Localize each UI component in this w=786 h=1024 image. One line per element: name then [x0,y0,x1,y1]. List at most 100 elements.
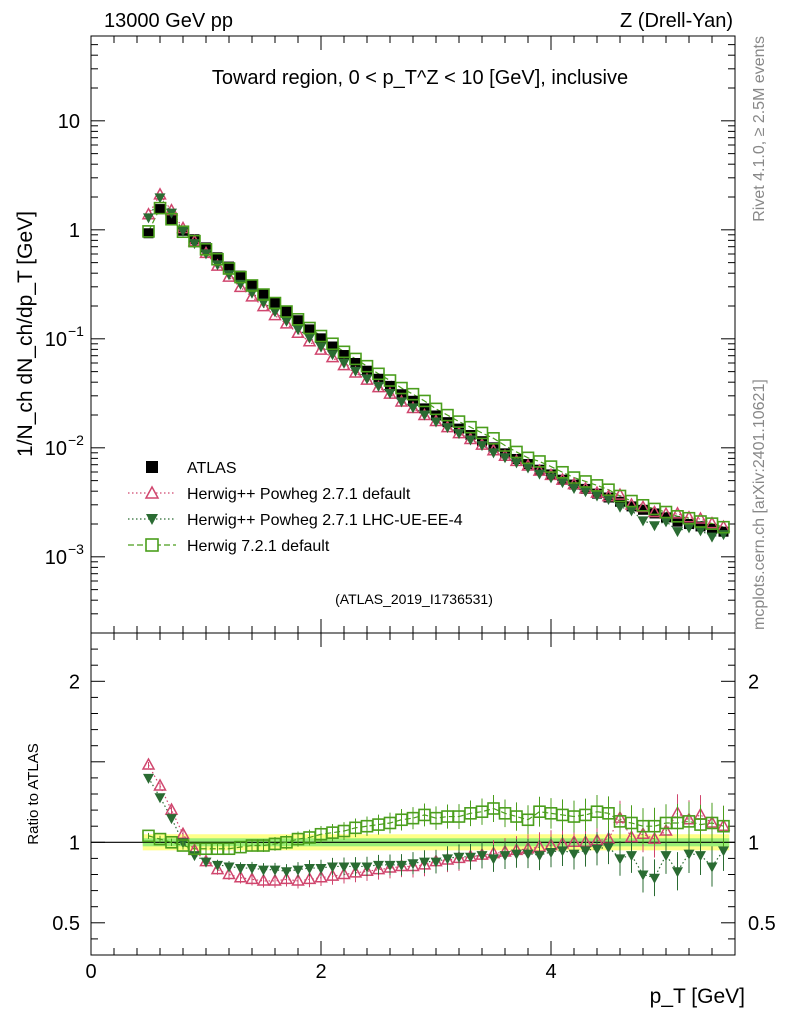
main-point-series-2 [361,374,373,385]
ratio-point-series-2 [695,851,706,862]
legend-label: Herwig++ Powheg 2.7.1 LHC-UE-EE-4 [187,512,463,529]
main-point-series-2 [373,381,384,392]
atlas-point [649,508,660,519]
y-tick-exponent: −2 [68,432,84,448]
main-point-series-1 [693,511,708,524]
ratio-point-series-2 [660,851,672,862]
atlas-point [488,442,499,453]
main-point-series-1 [325,350,340,363]
main-point-series-1 [314,342,328,355]
ratio-y-tick-label-right: 0.5 [748,913,776,935]
main-point-series-2 [419,410,430,421]
atlas-point [281,306,292,317]
main-point-series-3 [498,439,512,452]
ratio-point-series-2 [269,865,281,876]
ratio-point-series-2 [200,857,212,868]
main-point-series-3 [188,234,201,248]
main-point-series-2 [672,527,683,538]
main-point-series-2 [327,350,338,361]
legend-label: ATLAS [187,460,237,477]
main-point-series-2 [603,494,614,505]
main-point-series-1 [245,289,259,302]
main-point-series-3 [406,387,420,401]
main-point-series-1 [647,504,662,518]
ratio-point-series-2 [649,873,660,884]
y-tick-label: 1 [69,220,80,242]
main-point-series-2 [706,532,718,543]
main-point-series-2 [281,316,292,327]
main-point-series-3 [268,296,282,310]
main-point-series-3 [280,305,293,318]
ratio-point-series-2 [614,854,626,865]
main-point-series-3 [303,321,316,335]
main-point-series-2 [522,463,534,474]
atlas-point [339,350,349,361]
ratio-point-series-1 [279,871,294,885]
ratio-point-series-3 [602,807,615,820]
ratio-point-series-2 [396,860,407,871]
ratio-point-series-2 [223,862,235,873]
main-point-series-2 [488,448,499,459]
y-tick-label: 10 [45,438,67,460]
analysis-id: (ATLAS_2019_I1736531) [335,591,493,607]
ratio-point-series-2 [235,864,246,875]
ratio-point-series-2 [522,849,534,860]
ratio-point-series-1 [222,866,236,880]
main-line-series-1 [147,193,724,528]
ratio-point-series-2 [580,846,591,857]
ratio-point-series-1 [153,778,167,791]
main-point-series-2 [557,478,568,489]
main-point-series-1 [705,516,719,529]
main-point-series-1 [682,510,696,523]
main-point-series-2 [591,491,603,502]
main-point-series-2 [292,325,304,336]
main-point-series-3 [234,270,247,284]
main-point-series-2 [649,521,660,532]
main-point-series-3 [222,262,236,275]
atlas-point [166,214,177,225]
ratio-point-series-2 [154,793,166,804]
ratio-point-series-2 [338,862,350,873]
main-point-series-2 [683,523,695,534]
main-point-series-2 [660,517,672,528]
ratio-point-series-2 [534,851,545,862]
ratio-point-series-2 [476,851,488,862]
mcplots-label: mcplots.cern.ch [arXiv:2401.10621] [751,379,768,630]
main-point-series-2 [430,417,442,428]
main-point-series-2 [568,484,580,495]
atlas-point [155,204,165,215]
ratio-point-series-2 [246,864,258,875]
main-point-series-2 [396,397,407,408]
atlas-point [362,365,372,376]
main-point-series-1 [256,299,271,312]
ratio-y-tick-label: 0.5 [52,913,80,935]
ratio-point-series-1 [210,862,225,875]
main-point-series-2 [177,226,189,237]
main-point-series-2 [499,453,511,464]
plot-title: Toward region, 0 < p_T^Z < 10 [GeV], inc… [212,67,628,89]
atlas-point [638,504,648,515]
main-point-series-2 [511,458,522,469]
data-markers [141,187,731,897]
atlas-point [408,395,418,406]
ratio-panel-frame [90,632,736,956]
main-point-series-2 [626,506,637,517]
legend-marker [144,485,160,499]
main-point-series-2 [315,342,327,353]
main-point-series-3 [418,394,431,408]
ratio-y-tick-label: 1 [69,832,80,854]
main-point-series-2 [384,389,396,400]
y-tick-exponent: −1 [68,323,84,339]
ratio-point-series-1 [233,870,248,883]
ratio-point-series-2 [384,860,396,871]
main-point-series-1 [670,506,685,519]
ratio-point-series-1 [245,871,259,885]
main-point-series-2 [143,213,154,224]
legend: ATLAS Herwig++ Powheg 2.7.1 default Herwig… [128,460,463,555]
main-point-series-2 [545,473,557,484]
ratio-point-series-3 [717,819,730,833]
main-point-series-3 [165,212,178,226]
main-point-series-2 [476,441,488,452]
